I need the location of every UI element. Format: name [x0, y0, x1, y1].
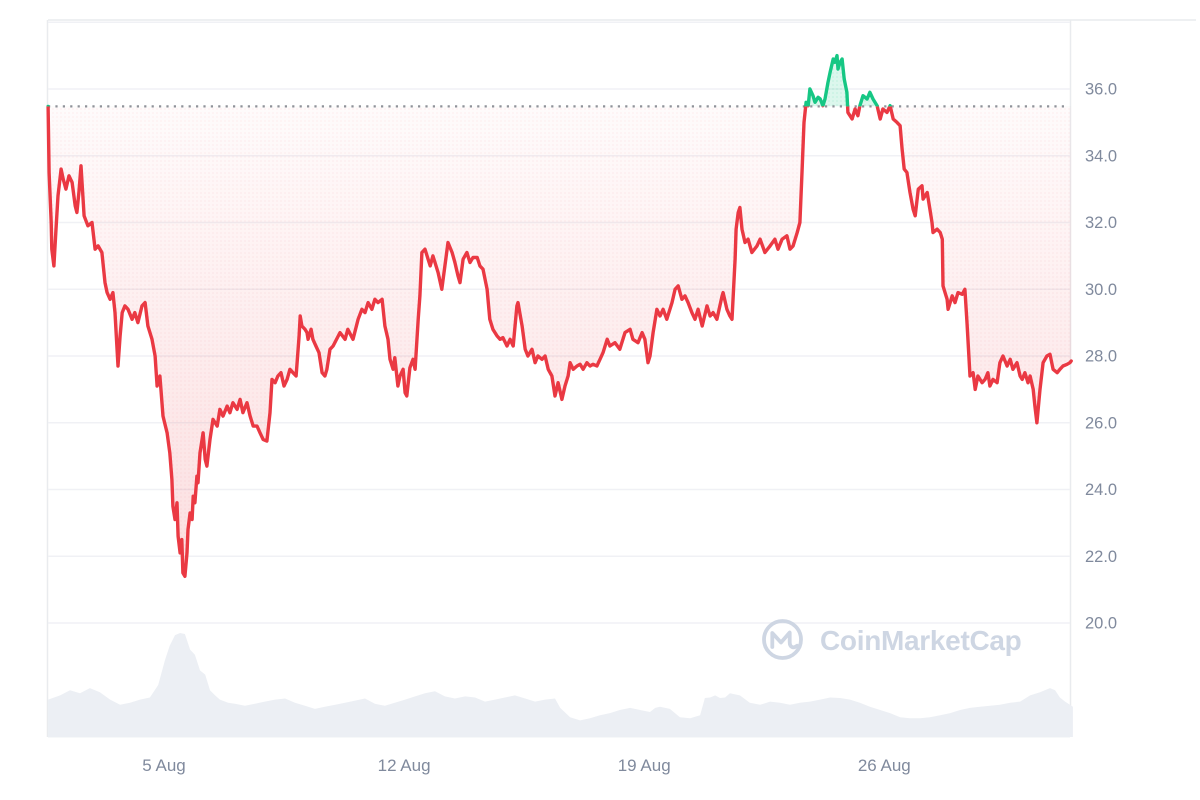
- x-axis-label: 5 Aug: [142, 756, 186, 775]
- y-axis-label: 36.0: [1085, 81, 1117, 99]
- x-axis-label: 12 Aug: [378, 756, 431, 775]
- x-axis-label: 19 Aug: [618, 756, 671, 775]
- y-axis-label: 32.0: [1085, 214, 1117, 232]
- y-axis-label: 24.0: [1085, 481, 1117, 499]
- x-axis: 5 Aug 12 Aug 19 Aug 26 Aug: [142, 756, 911, 775]
- volume-area: [48, 633, 1073, 737]
- price-area-down-texture: [48, 106, 1072, 577]
- price-line-down: [46, 106, 1073, 578]
- y-axis: 36.0 34.0 32.0 30.0 28.0 26.0 24.0 22.0 20.0: [1085, 81, 1117, 633]
- y-axis-label: 20.0: [1085, 615, 1117, 633]
- y-axis-label: 34.0: [1085, 147, 1117, 165]
- y-axis-label: 28.0: [1085, 348, 1117, 366]
- y-axis-label: 26.0: [1085, 414, 1117, 432]
- coinmarketcap-logo-icon: [762, 619, 803, 660]
- y-axis-label: 22.0: [1085, 548, 1117, 566]
- x-axis-label: 26 Aug: [858, 756, 911, 775]
- y-axis-label: 30.0: [1085, 281, 1117, 299]
- coinmarketcap-wordmark: CoinMarketCap: [820, 625, 1021, 656]
- coinmarketcap-watermark: CoinMarketCap: [762, 619, 1022, 660]
